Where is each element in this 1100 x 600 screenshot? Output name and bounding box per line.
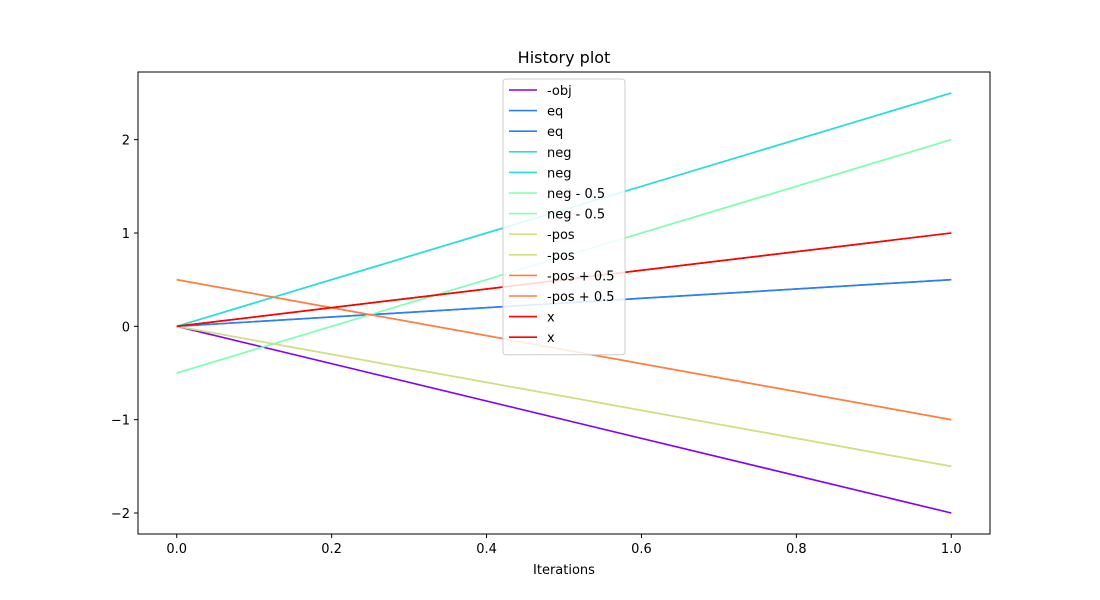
- legend-label: -obj: [547, 84, 572, 99]
- series-line-8: [176, 325, 952, 468]
- legend-label: x: [547, 331, 555, 346]
- axes-frame: [137, 71, 991, 535]
- y-tick-label: −2: [111, 507, 130, 522]
- legend-label: -pos + 0.5: [547, 290, 615, 305]
- legend-label: -pos: [547, 249, 575, 264]
- y-tick-label: 1: [122, 227, 130, 242]
- x-tick-label: 0.8: [786, 542, 807, 557]
- legend-label: x: [547, 311, 555, 326]
- y-axis: −2 −1 0 1 2: [111, 134, 138, 522]
- x-tick-label: 0.2: [321, 542, 342, 557]
- y-tick-label: 0: [122, 320, 130, 335]
- x-tick-label: 0.0: [166, 542, 187, 557]
- legend-label: neg - 0.5: [547, 208, 605, 223]
- x-tick-label: 0.4: [476, 542, 497, 557]
- legend-label: eq: [547, 125, 563, 140]
- chart-title: History plot: [518, 48, 611, 67]
- legend-label: neg: [547, 166, 572, 181]
- legend-label: neg: [547, 146, 572, 161]
- legend-label: -pos: [547, 228, 575, 243]
- legend-label: eq: [547, 105, 563, 120]
- x-tick-label: 0.6: [631, 542, 652, 557]
- y-tick-label: 2: [122, 134, 130, 149]
- series-line-0: [176, 325, 952, 514]
- x-axis: 0.0 0.2 0.4 0.6 0.8 1.0: [166, 534, 962, 557]
- x-axis-label: Iterations: [533, 563, 595, 578]
- legend-label: -pos + 0.5: [547, 269, 615, 284]
- legend-box: [502, 78, 626, 356]
- legend: -obj eq eq neg neg neg - 0.5 neg - 0.5 -pos -pos…: [502, 78, 626, 356]
- legend-label: neg - 0.5: [547, 187, 605, 202]
- x-tick-label: 1.0: [941, 542, 962, 557]
- y-tick-label: −1: [111, 414, 130, 429]
